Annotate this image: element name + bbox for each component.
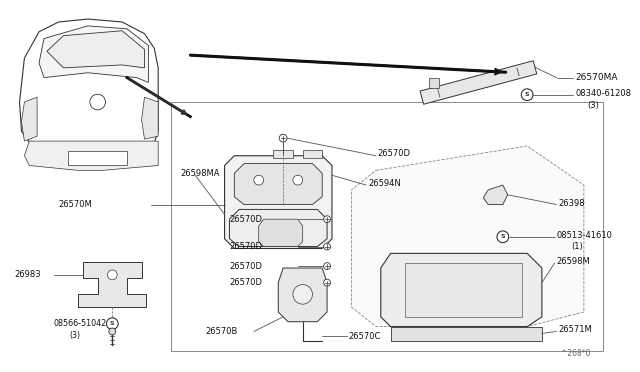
Circle shape <box>90 94 106 110</box>
Circle shape <box>324 279 330 286</box>
Text: 26594N: 26594N <box>368 179 401 187</box>
Text: (3): (3) <box>587 101 598 110</box>
Text: 26570D: 26570D <box>378 149 411 158</box>
Polygon shape <box>225 156 332 248</box>
Text: 08513-41610: 08513-41610 <box>557 231 612 240</box>
Text: S: S <box>110 321 115 326</box>
Text: (1): (1) <box>571 242 583 251</box>
Polygon shape <box>47 31 145 68</box>
Polygon shape <box>483 185 508 205</box>
Polygon shape <box>278 268 327 322</box>
Polygon shape <box>24 141 158 170</box>
Circle shape <box>279 134 287 142</box>
Text: 26571M: 26571M <box>559 325 592 334</box>
Bar <box>171 102 604 351</box>
Polygon shape <box>20 19 158 169</box>
Polygon shape <box>78 262 147 307</box>
Text: 26398: 26398 <box>559 199 585 208</box>
Text: 26570B: 26570B <box>205 327 237 336</box>
Text: 26570D: 26570D <box>230 278 262 287</box>
Text: 08566-51042: 08566-51042 <box>54 319 107 328</box>
Polygon shape <box>429 78 439 88</box>
Polygon shape <box>234 164 322 205</box>
Circle shape <box>497 231 509 243</box>
Polygon shape <box>68 151 127 166</box>
Text: 26570D: 26570D <box>230 215 262 224</box>
Polygon shape <box>303 150 322 158</box>
Text: S: S <box>525 92 529 97</box>
Text: 26570MA: 26570MA <box>575 73 618 82</box>
Polygon shape <box>39 26 148 83</box>
Polygon shape <box>22 97 37 141</box>
Text: 26598MA: 26598MA <box>180 169 220 178</box>
Text: 08340-61208: 08340-61208 <box>575 89 631 98</box>
Circle shape <box>522 89 533 100</box>
Polygon shape <box>420 61 537 104</box>
Circle shape <box>254 175 264 185</box>
Circle shape <box>106 318 118 330</box>
Circle shape <box>324 243 330 250</box>
Text: S: S <box>500 234 505 239</box>
Polygon shape <box>405 263 522 317</box>
Polygon shape <box>259 219 303 247</box>
Polygon shape <box>381 253 542 327</box>
Text: 26570D: 26570D <box>230 242 262 251</box>
Text: 26598M: 26598M <box>557 257 590 266</box>
Circle shape <box>109 328 116 335</box>
Polygon shape <box>351 146 584 327</box>
Circle shape <box>324 263 330 269</box>
Polygon shape <box>273 150 293 158</box>
Polygon shape <box>230 209 327 247</box>
Text: 26983: 26983 <box>15 270 41 279</box>
Text: 26570M: 26570M <box>59 200 92 209</box>
Text: (3): (3) <box>69 331 81 340</box>
Circle shape <box>324 216 330 222</box>
Text: 26570C: 26570C <box>349 332 381 341</box>
Polygon shape <box>390 327 542 341</box>
Polygon shape <box>141 97 158 139</box>
Text: 26570D: 26570D <box>230 262 262 270</box>
Text: ^268*0: ^268*0 <box>561 349 596 358</box>
Circle shape <box>293 175 303 185</box>
Circle shape <box>293 285 312 304</box>
Circle shape <box>108 270 117 280</box>
